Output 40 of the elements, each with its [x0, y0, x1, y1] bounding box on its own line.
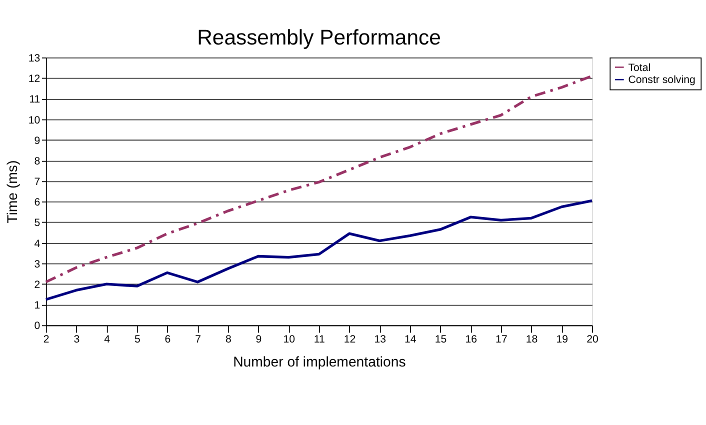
y-tick-label: 13 — [28, 52, 40, 64]
y-tick-label: 11 — [29, 94, 40, 106]
y-tick-label: 5 — [34, 217, 40, 230]
x-tick-label: 7 — [195, 333, 202, 346]
chart-title: Reassembly Performance — [197, 26, 441, 50]
x-tick-label: 20 — [586, 333, 598, 346]
y-tick-label: 3 — [34, 258, 40, 270]
x-tick-label: 3 — [74, 333, 80, 346]
x-tick-label: 8 — [225, 333, 232, 346]
x-tick-label: 6 — [164, 333, 171, 346]
y-tick-label: 4 — [34, 238, 40, 250]
y-tick-label: 1 — [34, 300, 40, 312]
x-tick-label: 18 — [526, 333, 538, 346]
x-axis-title: Number of implementations — [233, 353, 406, 370]
y-tick-label: 8 — [34, 155, 40, 168]
y-axis-title: Time (ms) — [4, 160, 20, 224]
y-tick-label: 12 — [28, 73, 40, 86]
y-tick-label: 7 — [34, 176, 40, 188]
y-tick-label: 6 — [34, 196, 40, 209]
x-tick-label: 19 — [556, 333, 568, 346]
x-tick-label: 11 — [314, 333, 326, 346]
y-tick-label: 10 — [28, 114, 40, 126]
x-tick-label: 16 — [465, 333, 478, 346]
x-tick-label: 13 — [374, 333, 386, 346]
x-tick-label: 15 — [434, 333, 447, 346]
legend-label: Constr solving — [628, 74, 696, 86]
x-tick-label: 10 — [283, 333, 296, 346]
y-tick-label: 0 — [34, 320, 40, 332]
line-series — [44, 199, 594, 301]
x-tick-label: 2 — [43, 333, 50, 346]
x-tick-label: 4 — [104, 333, 110, 346]
legend-label: Total — [628, 62, 651, 74]
line-series — [44, 74, 594, 284]
y-tick-label: 2 — [34, 279, 40, 292]
x-tick-label: 9 — [256, 333, 262, 346]
x-tick-label: 14 — [404, 333, 416, 346]
x-tick-label: 5 — [134, 333, 140, 346]
x-tick-label: 12 — [344, 333, 356, 346]
y-tick-label: 9 — [34, 134, 40, 147]
x-tick-label: 17 — [496, 333, 508, 346]
